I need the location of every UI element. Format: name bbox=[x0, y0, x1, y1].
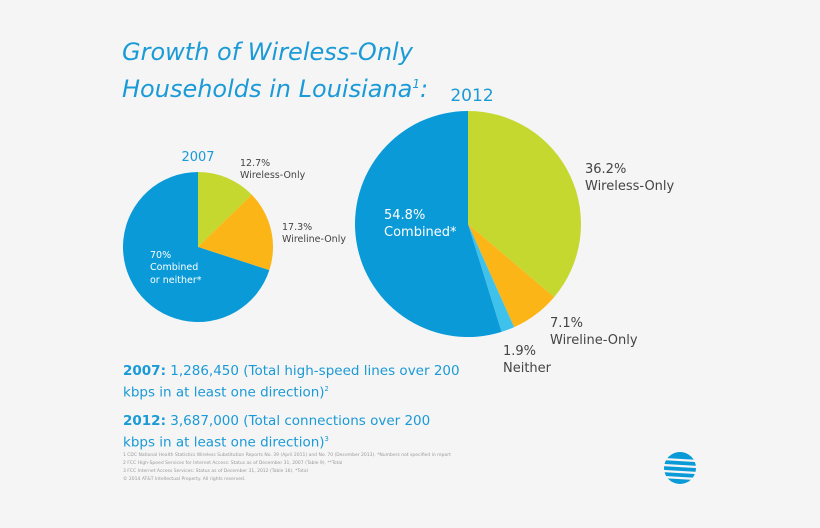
title-end: : bbox=[420, 75, 429, 103]
stat-note: 2 bbox=[324, 385, 329, 393]
slice-label: 17.3% Wireline-Only bbox=[282, 222, 362, 247]
stat-note: 3 bbox=[324, 434, 329, 443]
title: Growth of Wireless-Only Households in Lo… bbox=[122, 36, 442, 105]
stat-text: 1,286,450 (Total high-speed lines over 2… bbox=[123, 363, 460, 401]
footnote: 1 CDC National Health Statistics Wireles… bbox=[123, 453, 451, 458]
pie-slice bbox=[468, 224, 555, 328]
footnotes: 1 CDC National Health Statistics Wireles… bbox=[123, 452, 453, 484]
footnote: © 2014 AT&T Intellectual Property. All r… bbox=[123, 477, 246, 482]
slice-label: 1.9% Neither bbox=[503, 344, 583, 378]
stat: 2012: 3,687,000 (Total connections over … bbox=[123, 412, 463, 452]
pie-slice bbox=[198, 172, 252, 247]
slice-value: 1.9% bbox=[503, 344, 537, 359]
stat: 2007: 1,286,450 (Total high-speed lines … bbox=[123, 362, 463, 402]
stat-year: 2007: bbox=[123, 363, 166, 379]
stat-text: 3,687,000 (Total connections over 200 kb… bbox=[123, 412, 431, 451]
slice-category: Combined or neither* bbox=[150, 262, 202, 286]
slice-label: 7.1% Wireline-Only bbox=[550, 316, 660, 350]
slice-label: 12.7% Wireless-Only bbox=[240, 158, 320, 183]
slice-value: 12.7% bbox=[240, 158, 271, 169]
slice-category: Neither bbox=[503, 360, 552, 376]
title-note: 1 bbox=[412, 77, 421, 91]
slice-label: 70% Combined or neither* bbox=[150, 250, 210, 287]
footnote: 2 FCC High-Speed Services for Internet A… bbox=[123, 461, 343, 466]
slice-category: Wireline-Only bbox=[282, 234, 346, 246]
pie-slice bbox=[198, 194, 273, 271]
pie-slice bbox=[468, 111, 581, 298]
slice-label: 54.8% Combined* bbox=[384, 208, 474, 242]
slice-category: Wireless-Only bbox=[585, 178, 675, 194]
pie-title: 2012 bbox=[450, 86, 494, 106]
slice-label: 36.2% Wireless-Only bbox=[585, 162, 695, 196]
pie-title: 2007 bbox=[181, 150, 215, 165]
slice-value: 17.3% bbox=[282, 222, 313, 233]
stat-year: 2012: bbox=[123, 412, 166, 429]
slice-value: 36.2% bbox=[585, 162, 627, 177]
slice-value: 54.8% bbox=[384, 208, 426, 223]
slice-value: 7.1% bbox=[550, 316, 584, 331]
slice-category: Combined* bbox=[384, 224, 457, 240]
slice-value: 70% bbox=[150, 250, 172, 261]
pie-slice bbox=[354, 110, 502, 338]
pie-slice bbox=[468, 224, 515, 332]
slice-category: Wireless-Only bbox=[240, 170, 306, 182]
title-text: Growth of Wireless-Only Households in Lo… bbox=[122, 38, 413, 103]
footnote: 3 FCC Internet Access Services: Status a… bbox=[123, 469, 308, 474]
slice-category: Wireline-Only bbox=[550, 332, 638, 348]
stats: 2007: 1,286,450 (Total high-speed lines … bbox=[123, 362, 463, 461]
pie-slice bbox=[122, 172, 270, 322]
